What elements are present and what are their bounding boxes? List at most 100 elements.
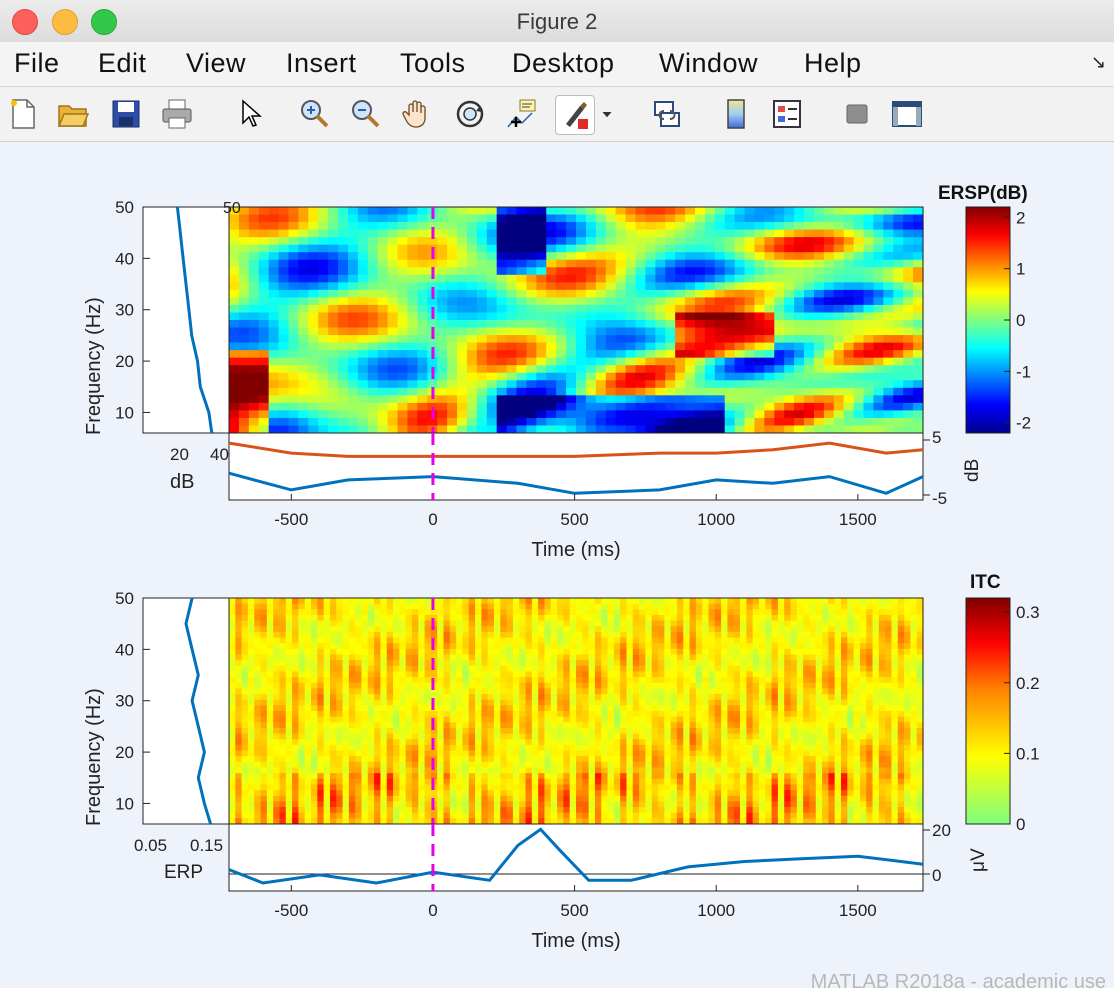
link-plot-icon[interactable] xyxy=(648,95,686,133)
ersp-heatmap-cell xyxy=(853,387,865,396)
data-cursor-icon[interactable] xyxy=(502,95,540,133)
itc-heatmap-cell xyxy=(411,609,419,616)
itc-heatmap-cell xyxy=(336,614,344,622)
ersp-heatmap-cell xyxy=(397,365,409,374)
dropdown-arrow-icon[interactable] xyxy=(596,95,618,133)
ersp-heatmap-cell xyxy=(377,237,389,246)
menu-file[interactable]: File xyxy=(14,48,60,78)
ersp-heatmap-cell xyxy=(546,312,557,321)
itc-heatmap-cell xyxy=(487,643,495,650)
itc-heatmap-cell xyxy=(348,637,356,644)
ersp-heatmap-cell xyxy=(258,289,270,298)
ersp-heatmap-cell xyxy=(229,342,240,351)
itc-heatmap-cell xyxy=(803,677,811,684)
ersp-heatmap-cell xyxy=(645,327,656,336)
itc-heatmap-cell xyxy=(462,648,470,656)
ersp-heatmap-cell xyxy=(466,395,478,404)
itc-heatmap-cell xyxy=(544,733,552,740)
minimize-button[interactable] xyxy=(52,9,78,35)
rotate-3d-icon[interactable] xyxy=(451,95,489,133)
menu-help[interactable]: Help xyxy=(804,48,862,78)
itc-heatmap-cell xyxy=(582,716,590,723)
itc-heatmap-cell xyxy=(329,609,337,616)
itc-heatmap-cell xyxy=(361,631,369,639)
ersp-heatmap-cell xyxy=(694,244,706,253)
show-plot-tools-icon[interactable] xyxy=(888,95,926,133)
menu-edit[interactable]: Edit xyxy=(98,48,147,78)
itc-heatmap-cell xyxy=(569,603,577,610)
ersp-heatmap-cell xyxy=(466,365,478,374)
itc-heatmap-cell xyxy=(380,739,388,746)
ersp-heatmap-cell xyxy=(268,335,280,344)
ersp-heatmap-cell xyxy=(665,410,676,419)
menu-tools[interactable]: Tools xyxy=(400,48,466,78)
itc-heatmap-cell xyxy=(418,733,426,740)
ersp-heatmap-cell xyxy=(813,297,825,306)
itc-heatmap-cell xyxy=(538,643,546,650)
itc-heatmap-cell xyxy=(304,739,312,746)
ersp-heatmap-cell xyxy=(615,237,627,246)
open-file-icon[interactable] xyxy=(54,95,92,133)
itc-heatmap-cell xyxy=(765,598,773,605)
itc-heatmap-cell xyxy=(487,637,495,644)
ersp-heatmap-cell xyxy=(576,259,587,268)
itc-heatmap-cell xyxy=(809,722,817,729)
pointer-icon[interactable] xyxy=(230,95,268,133)
itc-heatmap-cell xyxy=(273,614,281,622)
maximize-button[interactable] xyxy=(91,9,117,35)
itc-heatmap-cell xyxy=(361,648,369,656)
itc-heatmap-cell xyxy=(531,660,539,667)
colorbar-icon[interactable] xyxy=(717,95,755,133)
ersp-heatmap-cell xyxy=(417,425,428,434)
arrow-down-right-icon[interactable]: ↘ xyxy=(1090,52,1106,72)
menu-desktop[interactable]: Desktop xyxy=(512,48,615,78)
ersp-heatmap-cell xyxy=(447,320,458,329)
ersp-heatmap-cell xyxy=(308,274,319,283)
itc-heatmap-cell xyxy=(557,699,564,706)
ersp-heatmap-cell xyxy=(258,395,270,404)
ersp-heatmap-cell xyxy=(823,229,835,238)
legend-icon[interactable] xyxy=(768,95,806,133)
ersp-heatmap-cell xyxy=(486,425,498,434)
itc-heatmap-cell xyxy=(771,654,779,661)
itc-heatmap-cell xyxy=(891,677,899,684)
ersp-heatmap-cell xyxy=(466,259,478,268)
zoom-in-icon[interactable] xyxy=(296,95,334,133)
menu-view[interactable]: View xyxy=(186,48,247,78)
itc-heatmap-cell xyxy=(273,727,281,735)
hide-plot-tools-icon[interactable] xyxy=(837,95,875,133)
brush-icon[interactable] xyxy=(555,95,595,135)
itc-heatmap-cell xyxy=(519,722,527,729)
zoom-out-icon[interactable] xyxy=(347,95,385,133)
new-figure-icon[interactable] xyxy=(4,95,42,133)
menu-insert[interactable]: Insert xyxy=(286,48,357,78)
itc-heatmap-cell xyxy=(790,699,798,706)
ersp-heatmap-cell xyxy=(328,357,339,366)
ersp-heatmap-cell xyxy=(566,274,577,283)
ersp-heatmap-cell xyxy=(546,229,557,238)
ersp-heatmap-cell xyxy=(357,402,369,411)
save-icon[interactable] xyxy=(107,95,145,133)
close-button[interactable] xyxy=(12,9,38,35)
print-icon[interactable] xyxy=(158,95,196,133)
pan-hand-icon[interactable] xyxy=(398,95,436,133)
ersp-heatmap-cell xyxy=(704,304,716,314)
itc-heatmap-cell xyxy=(658,733,665,740)
ersp-heatmap-cell xyxy=(476,320,488,329)
ersp-heatmap-cell xyxy=(794,342,805,351)
itc-heatmap-cell xyxy=(317,620,325,627)
ersp-heatmap-cell xyxy=(229,395,240,404)
ersp-heatmap-cell xyxy=(913,402,924,411)
itc-heatmap-cell xyxy=(910,677,918,684)
itc-heatmap-cell xyxy=(891,609,899,616)
ersp-colorbar-tick-label: 1 xyxy=(1016,260,1025,279)
ersp-heatmap-cell xyxy=(377,214,389,223)
ersp-heatmap-cell xyxy=(764,274,775,283)
ersp-heatmap-cell xyxy=(437,425,448,434)
itc-heatmap-cell xyxy=(531,603,539,610)
itc-heatmap-cell xyxy=(904,705,911,712)
menu-window[interactable]: Window xyxy=(659,48,759,78)
ersp-heatmap-cell xyxy=(655,335,666,344)
ersp-heatmap-cell xyxy=(774,387,785,396)
ersp-heatmap-cell xyxy=(397,357,409,366)
